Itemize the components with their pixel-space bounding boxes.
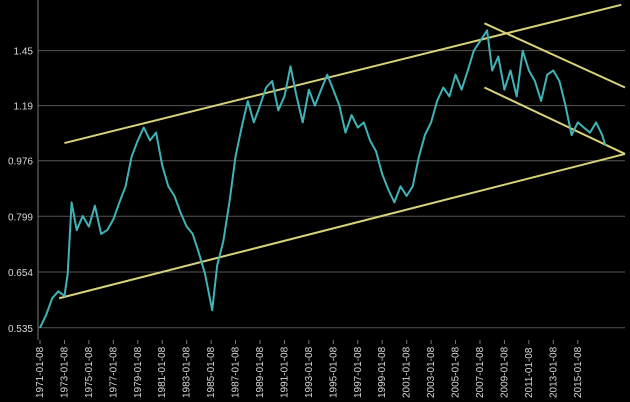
x-tick-label: 2009-01-08 [499, 346, 510, 398]
y-tick-label: 0.654 [8, 268, 33, 279]
x-tick-label: 1999-01-08 [377, 346, 388, 398]
x-tick-label: 1971-01-08 [35, 346, 46, 398]
trend-line [58, 152, 626, 300]
x-tick-label: 1987-01-08 [231, 346, 242, 398]
trend-line [483, 22, 626, 89]
x-tick-label: 1995-01-08 [328, 346, 339, 398]
y-tick-label: 0.799 [8, 212, 33, 223]
y-tick-label: 0.535 [8, 324, 33, 335]
data-line [39, 29, 607, 329]
x-tick-label: 2013-01-08 [548, 346, 559, 398]
x-tick-label: 1989-01-08 [255, 346, 266, 398]
x-tick-label: 2015-01-08 [573, 346, 584, 398]
trend-line [483, 86, 626, 155]
x-tick-label: 2007-01-08 [475, 346, 486, 398]
x-tick-label: 2003-01-08 [426, 346, 437, 398]
trend-line [64, 3, 622, 145]
x-tick-label: 1977-01-08 [108, 346, 119, 398]
x-tick-label: 1973-01-08 [59, 346, 70, 398]
x-tick-label: 1991-01-08 [279, 346, 290, 398]
y-tick-label: 1.45 [14, 47, 34, 58]
x-tick-label: 1993-01-08 [304, 346, 315, 398]
x-tick-label: 1997-01-08 [353, 346, 364, 398]
x-tick-label: 1975-01-08 [84, 346, 95, 398]
x-tick-label: 1983-01-08 [182, 346, 193, 398]
y-tick-label: 0.976 [8, 157, 33, 168]
x-tick-label: 1979-01-08 [133, 346, 144, 398]
x-tick-label: 2001-01-08 [402, 346, 413, 398]
x-tick-label: 1981-01-08 [157, 346, 168, 398]
x-tick-label: 2011-01-08 [524, 347, 535, 398]
x-tick-label: 1985-01-08 [206, 346, 217, 398]
x-tick-label: 2005-01-08 [451, 346, 462, 398]
y-tick-label: 1.19 [14, 102, 34, 113]
